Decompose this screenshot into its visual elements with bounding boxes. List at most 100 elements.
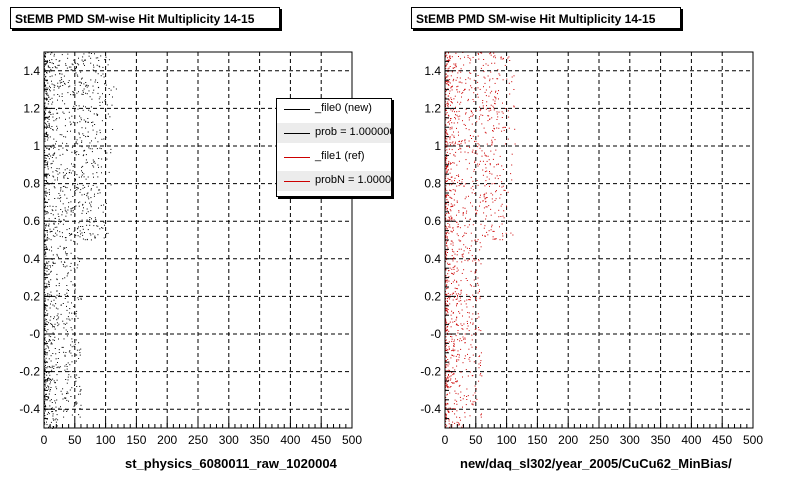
data-point [66, 309, 68, 311]
data-point [44, 52, 46, 54]
data-point [491, 141, 493, 143]
data-point [79, 416, 81, 418]
data-point [47, 293, 49, 295]
data-point [48, 148, 50, 150]
data-point [86, 86, 88, 88]
data-point [47, 135, 49, 137]
data-point [446, 236, 448, 238]
data-point [44, 63, 46, 65]
data-point [95, 221, 97, 222]
data-point [51, 157, 53, 158]
data-point [452, 206, 454, 207]
data-point [66, 292, 68, 294]
x-tick-label: 400 [681, 433, 701, 447]
data-point [97, 114, 99, 116]
data-point [464, 88, 465, 90]
data-point [457, 91, 459, 93]
data-point [45, 387, 47, 389]
data-point [44, 56, 46, 57]
data-point [457, 293, 459, 295]
data-point [454, 95, 456, 97]
data-point [479, 160, 481, 162]
data-point [53, 94, 55, 96]
data-point [99, 228, 101, 230]
data-point [98, 166, 99, 168]
data-point [44, 240, 46, 242]
data-point [60, 261, 62, 263]
data-point [482, 200, 484, 202]
data-point [464, 333, 466, 335]
data-point [64, 355, 66, 357]
data-point [44, 199, 46, 201]
data-point [56, 425, 58, 427]
data-point [47, 212, 49, 214]
data-point [475, 110, 477, 112]
data-point [446, 233, 447, 235]
data-point [454, 177, 456, 179]
data-point [113, 86, 115, 88]
data-point [446, 311, 448, 313]
data-point [66, 197, 68, 199]
data-point [44, 304, 46, 306]
data-point [81, 219, 83, 221]
data-point [478, 316, 480, 318]
data-point [449, 376, 451, 378]
data-point [447, 84, 449, 85]
data-point [100, 75, 102, 77]
data-point [445, 77, 447, 79]
data-point [469, 146, 471, 148]
data-point [48, 116, 50, 118]
data-point [76, 151, 78, 153]
data-point [447, 365, 449, 367]
data-point [469, 219, 471, 221]
data-point [484, 198, 486, 200]
data-point [445, 141, 447, 143]
data-point [466, 299, 468, 301]
data-point [55, 406, 57, 408]
data-point [451, 101, 452, 103]
data-point [452, 312, 454, 314]
data-point [450, 386, 452, 387]
data-point [83, 88, 85, 90]
data-point [86, 224, 88, 226]
data-point [445, 56, 447, 58]
data-point [89, 110, 91, 112]
data-point [455, 381, 457, 383]
data-point [44, 84, 46, 86]
data-point [483, 86, 484, 88]
data-point [463, 244, 465, 246]
data-point [76, 186, 78, 188]
data-point [62, 153, 64, 155]
data-point [474, 70, 476, 72]
data-point [447, 386, 449, 388]
data-point [451, 217, 452, 219]
data-point [449, 218, 451, 220]
data-point [445, 329, 447, 331]
data-point [445, 366, 447, 368]
data-point [489, 80, 491, 82]
data-point [75, 205, 77, 207]
data-point [44, 227, 46, 229]
data-point [484, 197, 486, 199]
data-point [473, 169, 475, 170]
data-point [497, 116, 499, 118]
data-point [57, 366, 59, 368]
data-point [446, 213, 448, 215]
data-point [75, 152, 77, 154]
data-point [47, 137, 49, 139]
data-point [448, 323, 450, 324]
data-point [77, 187, 78, 189]
data-point [56, 273, 58, 275]
data-point [457, 332, 459, 334]
data-point [451, 99, 453, 100]
data-point [509, 93, 511, 95]
data-point [96, 115, 98, 116]
data-point [467, 55, 469, 57]
data-point [66, 149, 67, 151]
data-point [115, 88, 117, 90]
data-point [447, 103, 449, 104]
data-point [471, 255, 473, 257]
data-point [457, 131, 459, 133]
data-point [450, 176, 452, 178]
